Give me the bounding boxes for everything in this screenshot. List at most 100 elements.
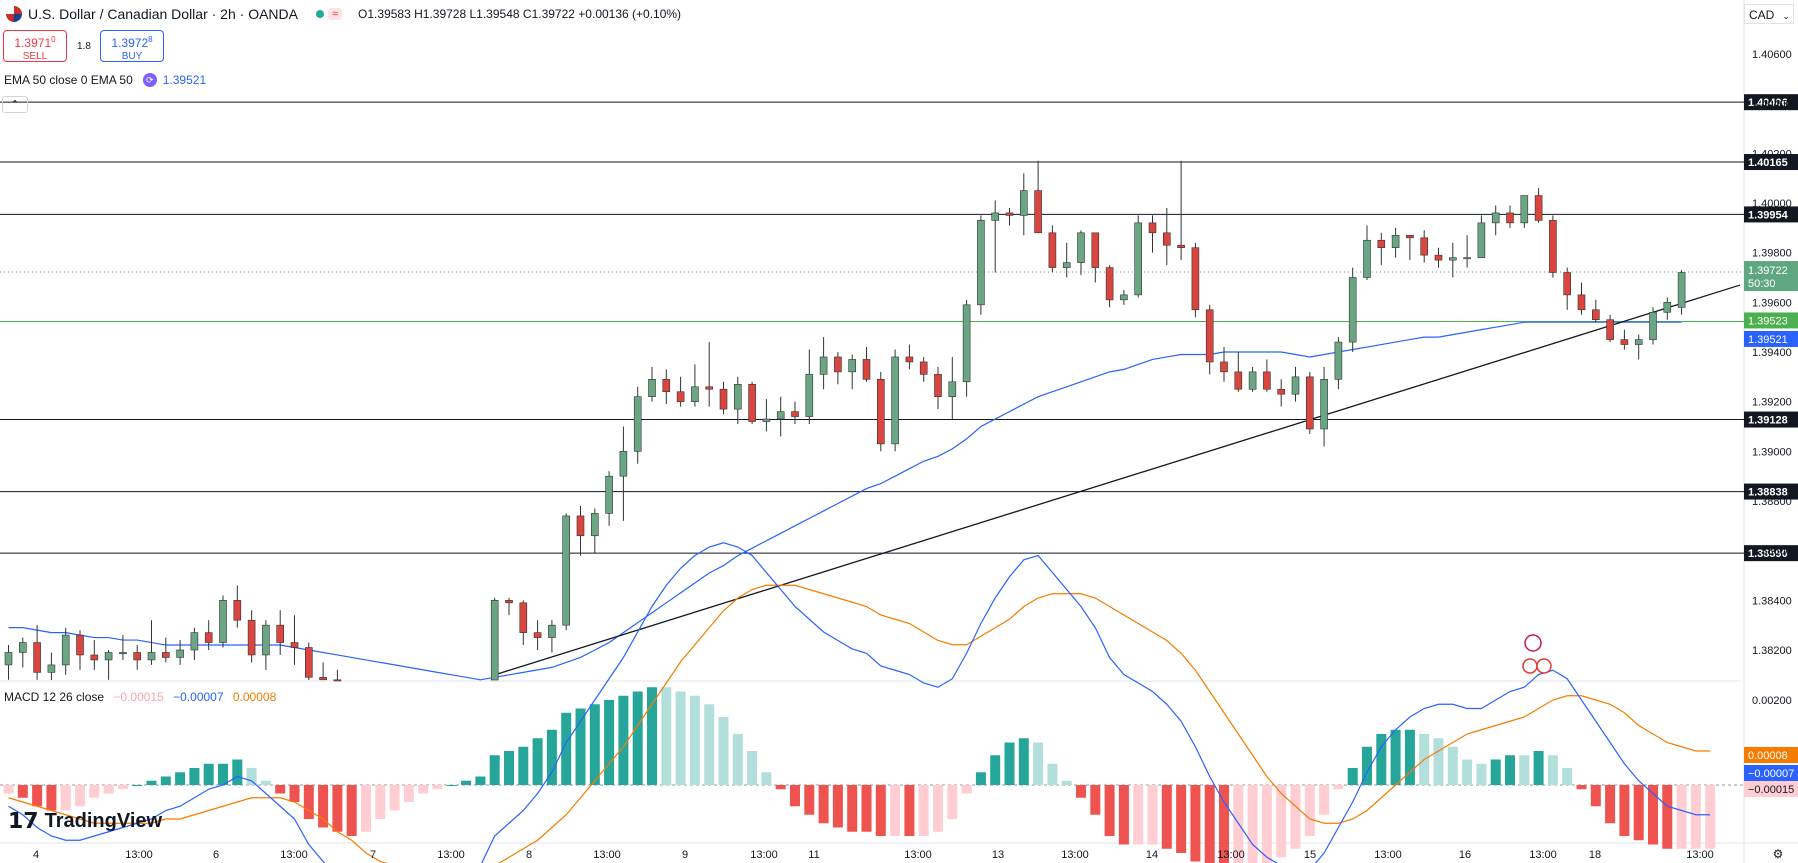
- candle-down: [1377, 239, 1386, 248]
- candle-up: [1019, 190, 1028, 216]
- lightning-event-icon[interactable]: [1524, 634, 1542, 652]
- macd-line: [8, 542, 1711, 863]
- ema-price-tag: [1744, 330, 1798, 347]
- macd-histogram-bar: [1261, 785, 1272, 863]
- macd-histogram-bar: [1476, 763, 1487, 785]
- macd-histogram-bar: [632, 691, 643, 785]
- candle-up: [648, 379, 656, 398]
- macd-histogram-bar: [275, 785, 286, 794]
- time-tick-label: 4: [33, 849, 39, 861]
- time-tick-label: 13:00: [750, 849, 778, 861]
- candle-down: [204, 632, 213, 643]
- time-axis[interactable]: 4 13:00 6 13:00 7 13:00 8 13:00 9 13:00 11 13:00 13 1…: [33, 847, 1783, 861]
- macd-legend-label: MACD 12 26 close: [4, 690, 105, 704]
- tradingview-logo[interactable]: 𝟭𝟳 TradingView: [8, 808, 162, 834]
- ohlc-change: +0.00136 (+0.10%): [578, 7, 682, 21]
- macd-histogram-bar: [446, 785, 457, 786]
- macd-histogram-bar: [1018, 738, 1029, 785]
- us-flag-event-icon[interactable]: [1536, 658, 1552, 674]
- level-price-label: 1.38590: [1748, 548, 1788, 560]
- macd-histogram-bar: [875, 785, 886, 836]
- macd-histogram-bar: [1533, 751, 1544, 785]
- level-price-label: 1.39128: [1748, 415, 1788, 427]
- time-tick-label: 13:00: [1217, 849, 1245, 861]
- macd-histogram-bar: [1304, 785, 1315, 836]
- level-price-label: 1.38838: [1748, 487, 1788, 499]
- candle-up: [819, 356, 828, 375]
- time-tick-label: 6: [213, 849, 219, 861]
- macd-histogram-bar: [361, 785, 371, 832]
- price-axis[interactable]: 1.40406 1.40165 1.39954 1.39128 1.38838 1.385…: [1744, 49, 1798, 797]
- candle-up: [1463, 257, 1471, 260]
- macd-histogram-bar: [890, 785, 901, 836]
- macd-histogram-bar: [1519, 755, 1530, 785]
- macd-signal-tag: [1744, 747, 1798, 763]
- candle-up: [962, 304, 971, 383]
- candles: [4, 160, 1686, 682]
- time-tick-label: 11: [808, 849, 819, 861]
- time-tick-label: 13:00: [437, 849, 465, 861]
- macd-legend[interactable]: MACD 12 26 close −0.00015 −0.00007 0.000…: [4, 690, 276, 704]
- macd-histogram-bar: [1590, 785, 1601, 807]
- candle-down: [876, 379, 885, 445]
- macd-pane: [0, 542, 1744, 863]
- level-price-label: 1.39954: [1748, 209, 1789, 221]
- candle-down: [934, 374, 942, 398]
- macd-histogram-bar: [17, 785, 28, 798]
- macd-histogram-bar: [1204, 785, 1215, 863]
- current-price-tag[interactable]: [1744, 261, 1798, 292]
- refresh-icon[interactable]: ⟳: [142, 73, 157, 87]
- candle-up: [619, 451, 628, 477]
- macd-signal-tag-label: 0.00008: [1748, 750, 1788, 762]
- current-price-label: 1.39722: [1748, 265, 1788, 277]
- chevron-down-icon: ⌄: [1782, 11, 1790, 21]
- macd-histogram-bar: [504, 751, 514, 785]
- event-icons[interactable]: [1522, 634, 1552, 674]
- candle-up: [590, 513, 599, 537]
- macd-histogram-bar: [604, 700, 615, 785]
- market-status-icon[interactable]: [316, 10, 324, 18]
- candle-up: [562, 515, 571, 626]
- macd-histogram-bar: [1247, 785, 1258, 863]
- macd-histogram-bar: [303, 785, 314, 819]
- horizontal-levels[interactable]: [0, 101, 1744, 554]
- candle-down: [519, 602, 528, 633]
- candle-down: [1205, 309, 1214, 363]
- candle-down: [791, 411, 799, 417]
- collapse-legend-button[interactable]: ⌃: [2, 96, 28, 113]
- sell-button[interactable]: 1.39710 SELL: [3, 30, 67, 62]
- candle-up: [1291, 376, 1300, 395]
- trendline[interactable]: [494, 284, 1741, 676]
- currency-selector[interactable]: CAD ⌄: [1744, 4, 1794, 24]
- buy-button[interactable]: 1.39728 BUY: [100, 30, 164, 62]
- candle-down: [705, 386, 714, 390]
- wave-icon[interactable]: ≈: [328, 8, 343, 20]
- macd-histogram-bar: [318, 785, 329, 828]
- macd-histogram-bar: [475, 776, 486, 785]
- macd-histogram-bar: [203, 763, 214, 785]
- candle-up: [733, 383, 742, 410]
- gear-icon[interactable]: ⚙: [1773, 847, 1784, 861]
- candle-up: [891, 356, 899, 445]
- level-price-tag: [1744, 94, 1798, 111]
- price-tick-label: 1.39000: [1752, 446, 1792, 458]
- candle-down: [1034, 190, 1042, 234]
- macd-histogram-bar: [332, 785, 343, 832]
- macd-histogram-bar: [1333, 785, 1344, 790]
- candle-up: [104, 652, 113, 661]
- time-tick-label: 13:00: [593, 849, 621, 861]
- macd-histogram-bar: [1447, 746, 1458, 785]
- us-flag-event-icon[interactable]: [1522, 658, 1538, 674]
- ema-legend[interactable]: EMA 50 close 0 EMA 50 ⟳ 1.39521: [4, 73, 206, 87]
- macd-histogram-bar: [589, 704, 600, 785]
- symbol-title[interactable]: U.S. Dollar / Canadian Dollar · 2h · OAN…: [28, 6, 298, 22]
- macd-histogram-bar: [818, 785, 829, 824]
- candle-down: [576, 515, 585, 537]
- trendline-path[interactable]: [494, 284, 1741, 676]
- macd-histogram-bar: [1505, 755, 1515, 785]
- macd-histogram-bar: [518, 746, 529, 785]
- candle-down: [662, 379, 671, 393]
- macd-histogram-bar: [1690, 785, 1701, 849]
- time-tick-label: 7: [370, 849, 376, 861]
